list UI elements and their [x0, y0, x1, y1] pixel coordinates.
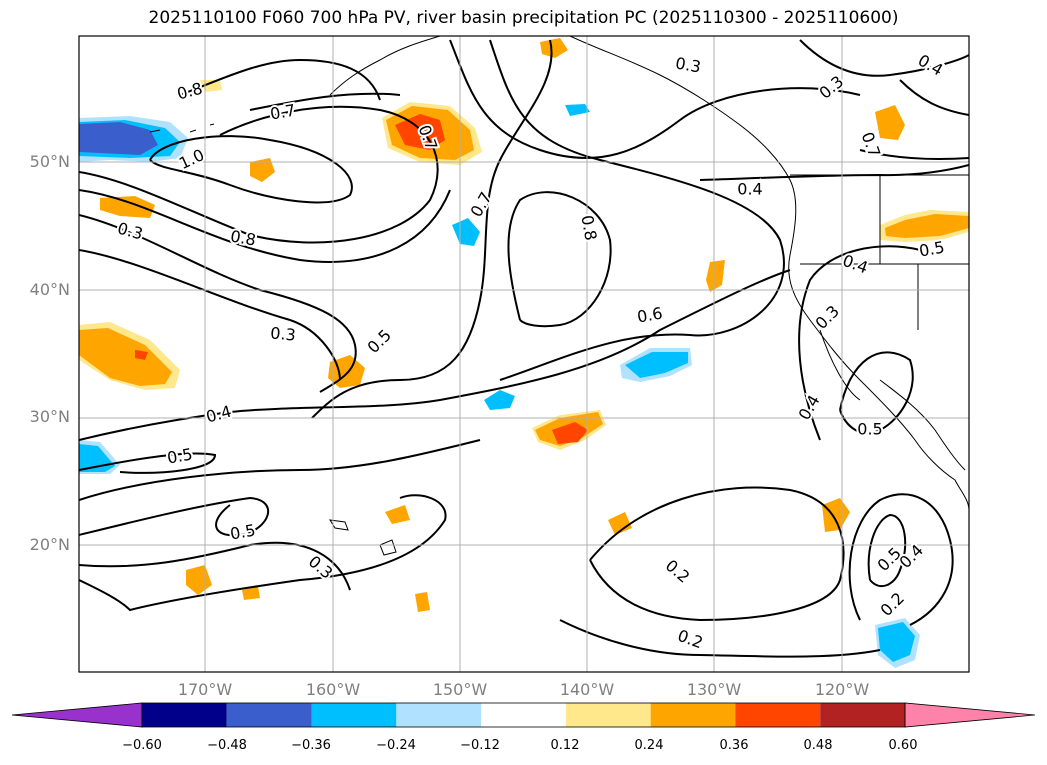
colorbar-swatch-2 — [226, 703, 312, 727]
precip-shading — [79, 38, 969, 668]
colorbar-extend-high — [904, 702, 1036, 728]
colorbar-frame — [141, 702, 906, 728]
gridlines — [79, 36, 969, 672]
lon-label-160w: 160°W — [305, 680, 361, 699]
colorbar-label-3: −0.36 — [291, 738, 331, 753]
contour-label-0-5-c: 0.5 — [857, 420, 882, 439]
lon-label-120w: 120°W — [814, 680, 870, 699]
colorbar-swatch-1 — [142, 703, 227, 727]
lon-label-140w: 140°W — [559, 680, 615, 699]
lat-label-50n: 50°N — [29, 152, 70, 171]
colorbar-label-8: 0.36 — [719, 738, 749, 753]
colorbar-extend-low — [11, 702, 143, 728]
colorbar-swatch-5 — [481, 703, 566, 727]
colorbar-label-4: −0.24 — [376, 738, 416, 753]
lon-label-170w: 170°W — [177, 680, 233, 699]
colorbar-swatch-6 — [565, 703, 651, 727]
colorbar-label-5: −0.12 — [460, 738, 500, 753]
colorbar-label-2: −0.48 — [207, 738, 247, 753]
lat-label-20n: 20°N — [29, 535, 70, 554]
colorbar — [11, 702, 1036, 728]
colorbar-label-9: 0.48 — [803, 738, 833, 753]
map-plot-area — [79, 36, 969, 672]
map-frame — [78, 35, 970, 673]
colorbar-label-1: −0.60 — [122, 738, 162, 753]
colorbar-swatch-9 — [820, 703, 905, 727]
colorbar-label-6: 0.12 — [550, 738, 580, 753]
colorbar-label-7: 0.24 — [634, 738, 664, 753]
contour-label-0-3-d: 0.3 — [270, 323, 297, 344]
colorbar-swatch-4 — [396, 703, 482, 727]
coastlines — [149, 36, 969, 556]
lat-label-40n: 40°N — [29, 280, 70, 299]
colorbar-swatch-7 — [650, 703, 736, 727]
lon-label-150w: 150°W — [432, 680, 488, 699]
lat-label-30n: 30°N — [29, 407, 70, 426]
colorbar-swatch-8 — [735, 703, 821, 727]
lon-label-130w: 130°W — [686, 680, 742, 699]
colorbar-label-10: 0.60 — [888, 738, 918, 753]
map-title: 2025110100 F060 700 hPa PV, river basin … — [148, 8, 899, 28]
contour-label-0-4-a: 0.4 — [737, 180, 762, 199]
colorbar-swatch-3 — [311, 703, 397, 727]
